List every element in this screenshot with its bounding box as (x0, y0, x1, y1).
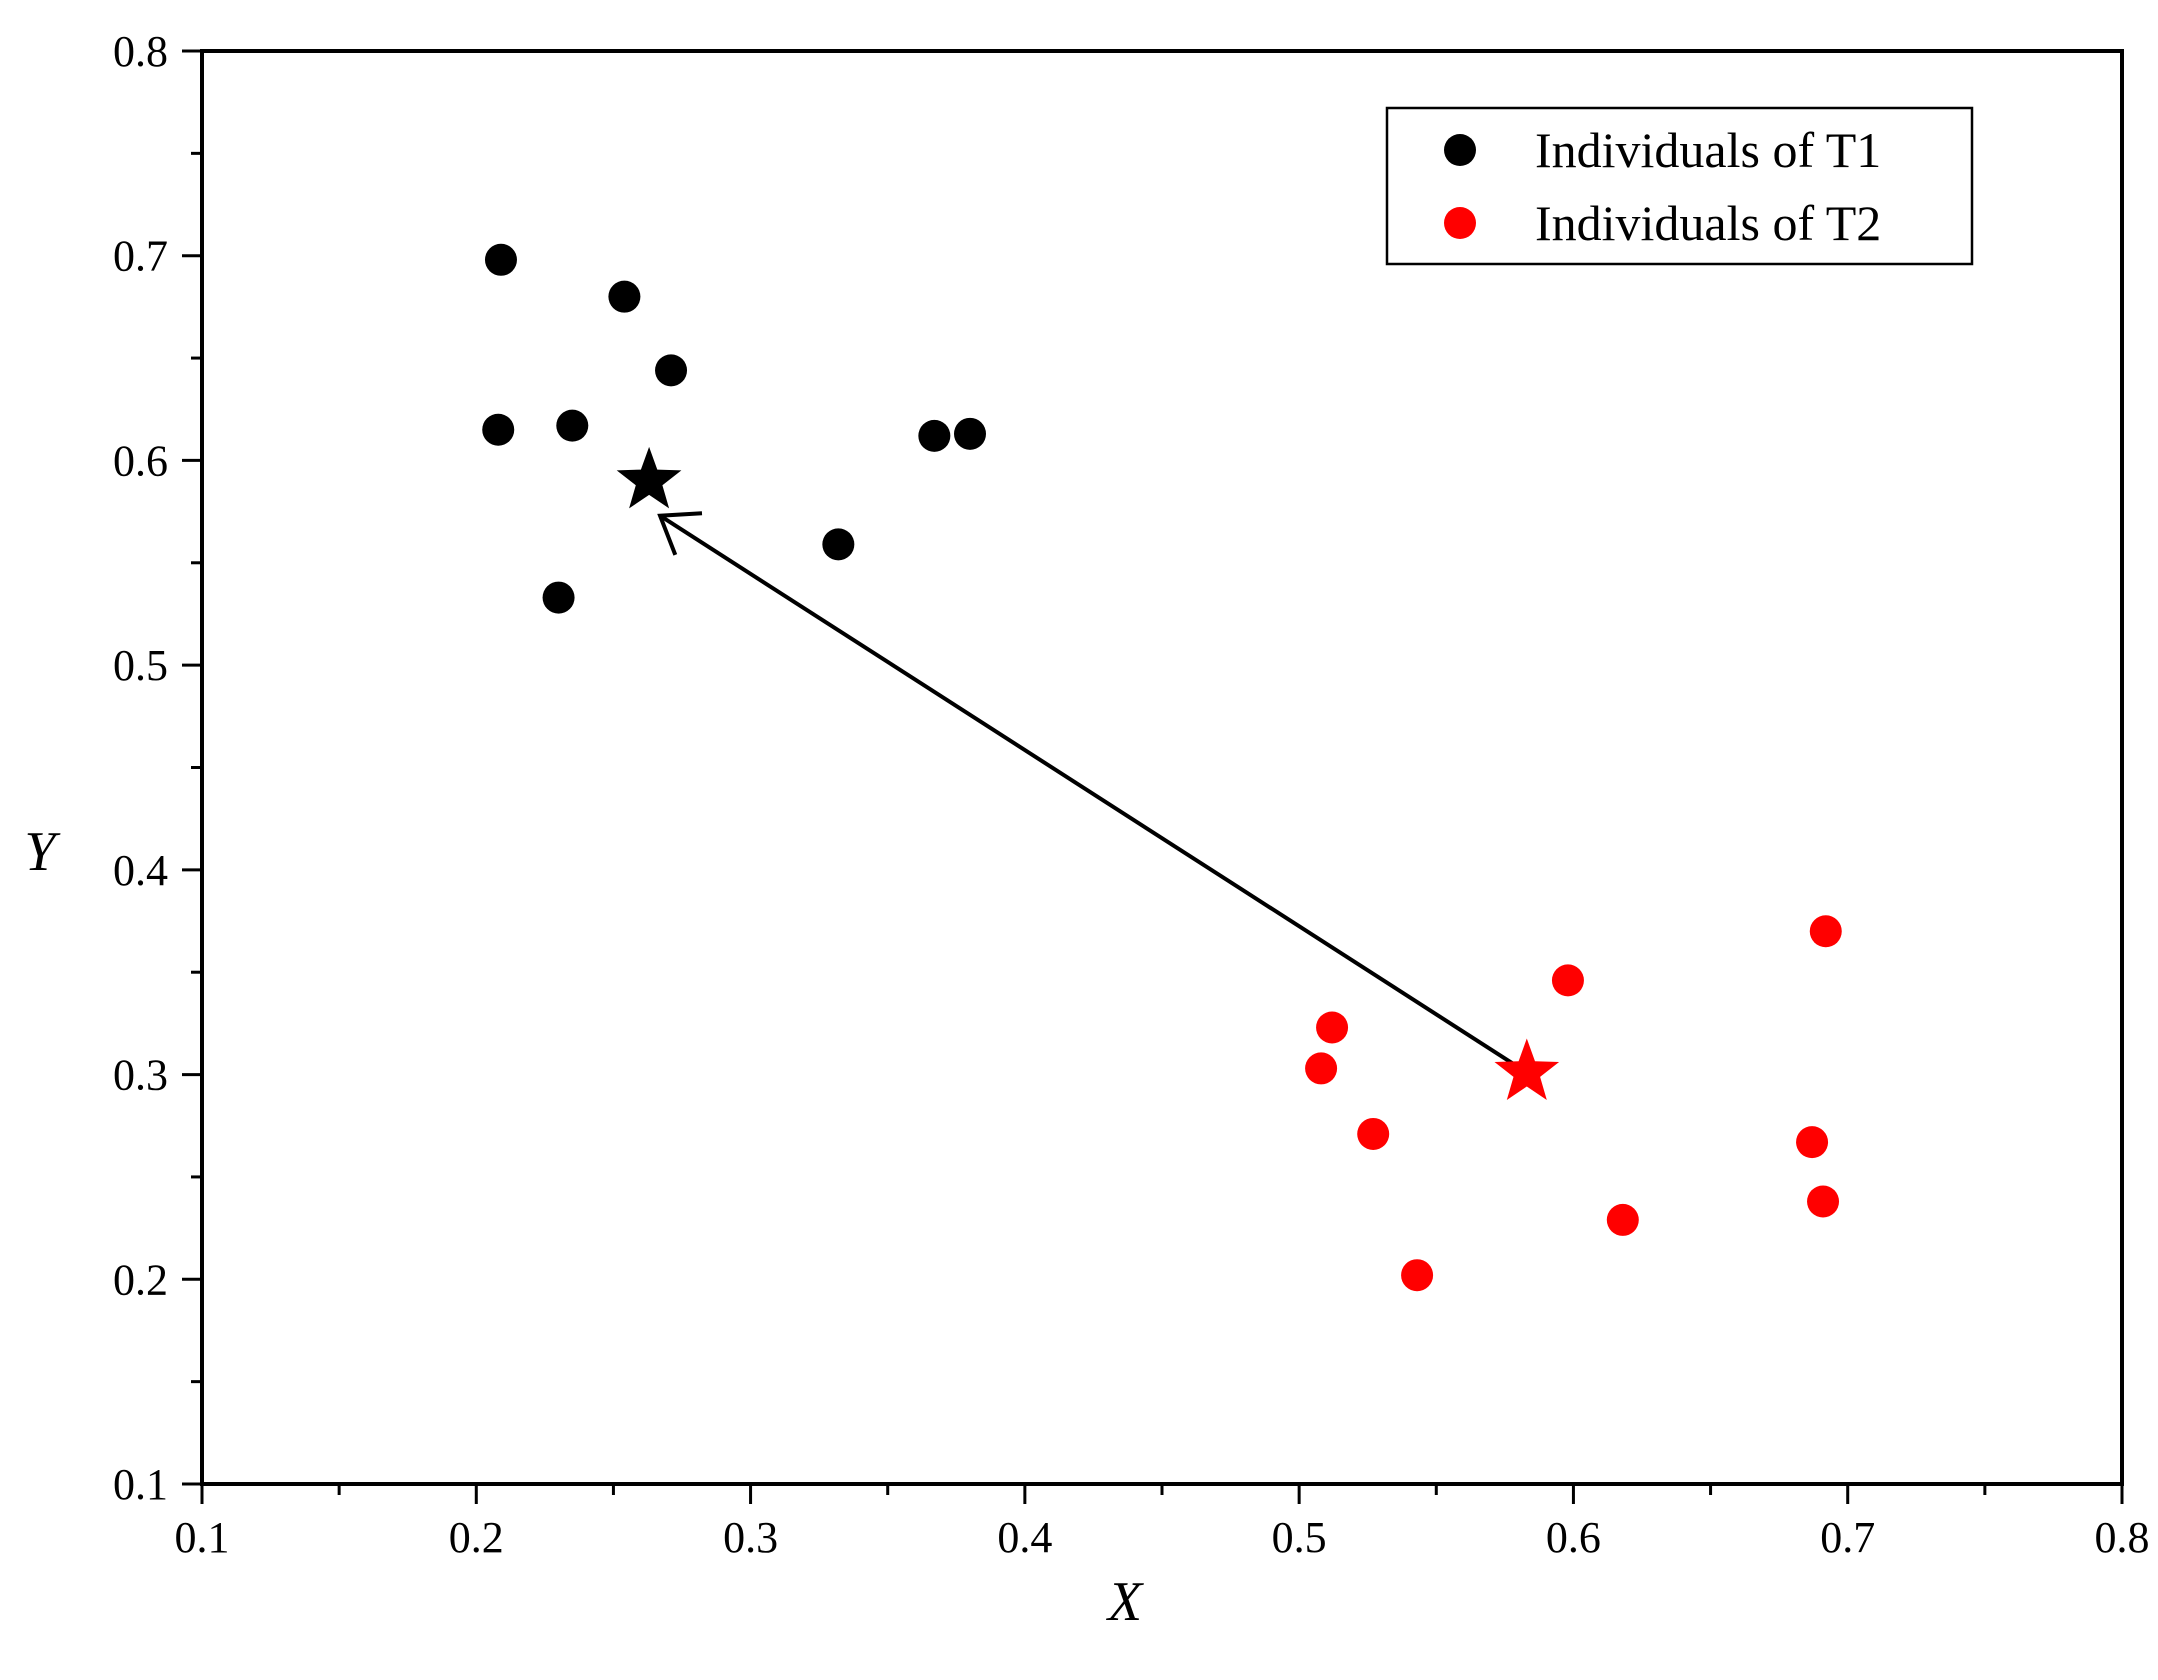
data-point-t1 (822, 528, 855, 561)
legend-box (1385, 106, 1974, 266)
arrow-head (657, 511, 703, 556)
y-tick-label: 0.3 (113, 1051, 168, 1100)
y-tick-labels: 0.1 0.2 0.3 0.4 0.5 0.6 0.7 0.8 (113, 27, 168, 1509)
data-point-t1 (484, 243, 517, 276)
data-point-t2 (1401, 1259, 1434, 1292)
data-point-t2 (1316, 1011, 1349, 1044)
x-tick-label: 0.1 (175, 1513, 230, 1562)
arrow-annotations (657, 511, 1528, 1075)
data-point-t1 (954, 417, 986, 450)
x-tick-label: 0.3 (723, 1513, 778, 1562)
y-tick-label: 0.5 (113, 641, 168, 690)
x-tick-label: 0.5 (1272, 1513, 1327, 1562)
data-point-t1 (542, 581, 575, 614)
data-points (482, 243, 1842, 1292)
x-tick-label: 0.4 (997, 1513, 1052, 1562)
data-point-t2 (1357, 1117, 1390, 1150)
data-point-t1 (608, 280, 641, 313)
data-point-t1 (918, 419, 951, 452)
data-point-t2 (1551, 964, 1584, 997)
data-point-t1 (655, 354, 688, 387)
data-point-t2 (1796, 1126, 1829, 1159)
center-star-t2 (1494, 1038, 1560, 1100)
arrow-shaft (658, 514, 1528, 1075)
legend-marker-t2 (1444, 207, 1476, 239)
legend-label-t1: Individuals of T1 (1535, 122, 1881, 178)
x-tick-label: 0.2 (449, 1513, 504, 1562)
data-point-t1 (482, 413, 515, 446)
data-point-t2 (1305, 1052, 1338, 1085)
axis-ticks (182, 49, 2124, 1504)
legend-marker-t1 (1444, 134, 1476, 166)
y-tick-label: 0.4 (113, 846, 168, 895)
center-star-t1 (616, 446, 682, 509)
y-tick-label: 0.1 (113, 1460, 168, 1509)
center-markers (616, 446, 1560, 1100)
data-point-t2 (1606, 1203, 1639, 1236)
data-point-t1 (556, 409, 589, 442)
legend: Individuals of T1 Individuals of T2 (1385, 106, 1974, 266)
y-tick-label: 0.8 (113, 27, 168, 76)
x-tick-label: 0.6 (1546, 1513, 1601, 1562)
data-point-t2 (1809, 915, 1842, 948)
x-tick-labels: 0.1 0.2 0.3 0.4 0.5 0.6 0.7 0.8 (175, 1513, 2150, 1562)
y-tick-label: 0.2 (113, 1255, 168, 1304)
x-axis-title: X (1106, 1571, 1145, 1633)
legend-label-t2: Individuals of T2 (1535, 195, 1881, 251)
y-tick-label: 0.6 (113, 436, 168, 485)
x-tick-label: 0.7 (1820, 1513, 1875, 1562)
y-axis-title: Y (24, 821, 61, 883)
x-tick-label: 0.8 (2095, 1513, 2150, 1562)
data-point-t2 (1807, 1185, 1840, 1218)
y-tick-label: 0.7 (113, 232, 168, 281)
